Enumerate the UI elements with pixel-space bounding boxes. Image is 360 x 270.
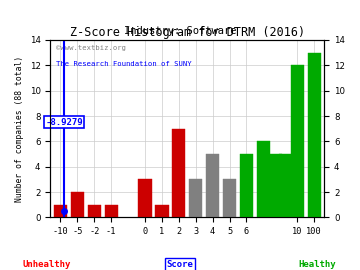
Text: -8.9279: -8.9279 xyxy=(45,118,83,127)
Bar xyxy=(269,154,282,217)
Bar xyxy=(307,53,321,217)
Bar xyxy=(138,179,152,217)
Text: Score: Score xyxy=(167,260,193,269)
Bar xyxy=(223,179,236,217)
Bar xyxy=(155,205,168,217)
Text: Unhealthy: Unhealthy xyxy=(23,260,71,269)
Bar xyxy=(206,154,219,217)
Bar xyxy=(189,179,202,217)
Bar xyxy=(291,65,304,217)
Text: Healthy: Healthy xyxy=(298,260,336,269)
Bar xyxy=(104,205,118,217)
Bar xyxy=(54,205,67,217)
Bar xyxy=(172,129,185,217)
Y-axis label: Number of companies (88 total): Number of companies (88 total) xyxy=(15,56,24,202)
Text: Industry: Software: Industry: Software xyxy=(124,26,236,36)
Bar xyxy=(240,154,253,217)
Bar xyxy=(279,154,292,217)
Bar xyxy=(87,205,101,217)
Bar xyxy=(71,192,84,217)
Text: The Research Foundation of SUNY: The Research Foundation of SUNY xyxy=(56,61,192,67)
Bar xyxy=(257,141,270,217)
Text: ©www.textbiz.org: ©www.textbiz.org xyxy=(56,45,126,51)
Title: Z-Score Histogram for DTRM (2016): Z-Score Histogram for DTRM (2016) xyxy=(70,26,305,39)
